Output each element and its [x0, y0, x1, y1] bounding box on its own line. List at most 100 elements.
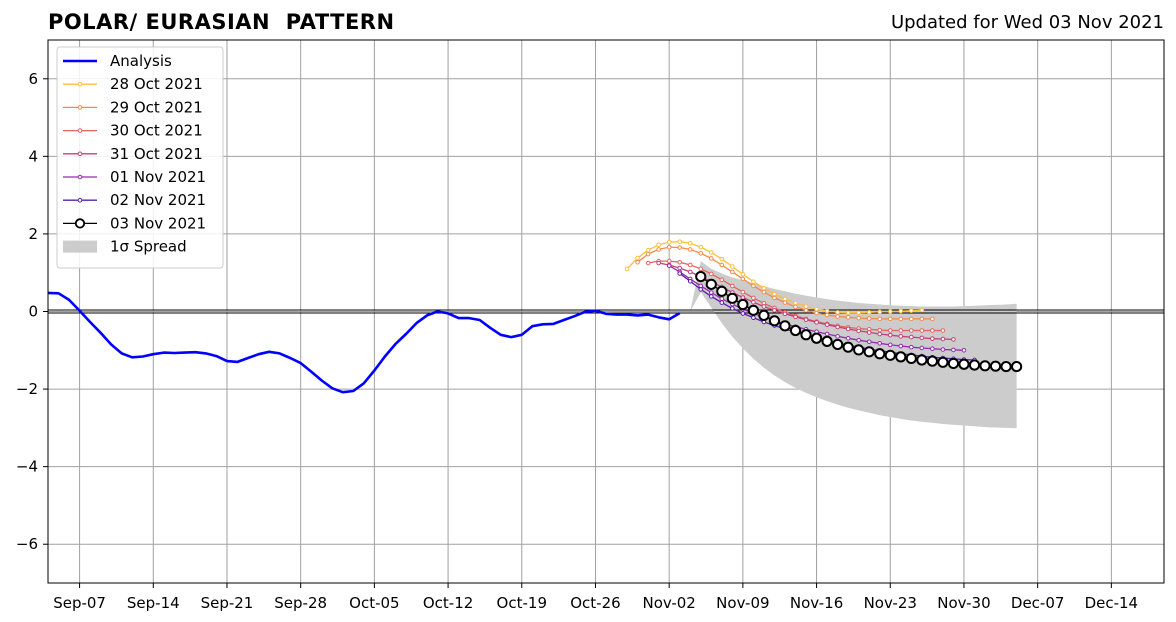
current-forecast-point — [726, 292, 738, 304]
forecast-point — [677, 245, 682, 250]
forecast-point — [677, 239, 682, 244]
x-tick-label: Nov-02 — [642, 594, 695, 612]
forecast-point — [824, 312, 830, 318]
current-forecast-point — [832, 338, 844, 351]
y-tick-label: 4 — [28, 147, 38, 165]
x-tick-label: Oct-12 — [423, 594, 473, 612]
legend-label: 29 Oct 2021 — [110, 98, 203, 116]
forecast-point — [666, 263, 672, 269]
forecast-point — [824, 331, 830, 337]
forecast-point — [782, 311, 788, 317]
legend-label: Analysis — [110, 52, 172, 70]
forecast-point — [708, 250, 714, 255]
x-tick-label: Oct-26 — [570, 594, 620, 612]
x-tick-label: Oct-19 — [497, 594, 547, 612]
forecast-point — [898, 316, 904, 322]
legend-swatch-marker — [77, 128, 83, 133]
current-forecast-point — [989, 360, 1002, 372]
forecast-point — [866, 309, 872, 315]
forecast-point — [866, 316, 872, 321]
current-forecast-point — [737, 298, 749, 311]
forecast-point — [803, 308, 809, 313]
forecast-point — [698, 287, 704, 292]
forecast-point — [698, 266, 704, 272]
current-forecast-point — [1011, 360, 1023, 373]
forecast-point — [803, 317, 809, 322]
forecast-point — [698, 251, 704, 256]
y-tick-label: 0 — [28, 303, 38, 321]
forecast-point — [687, 269, 693, 275]
forecast-point — [708, 256, 714, 261]
forecast-point — [845, 335, 851, 341]
forecast-point — [751, 315, 756, 321]
forecast-point — [624, 266, 630, 272]
forecast-point — [751, 299, 756, 305]
forecast-point — [919, 308, 925, 313]
forecast-point — [898, 328, 904, 333]
forecast-point — [835, 309, 840, 315]
y-tick-label: 2 — [28, 225, 38, 243]
y-tick-label: 6 — [28, 70, 38, 88]
forecast-point — [772, 295, 777, 301]
forecast-point — [898, 308, 904, 314]
forecast-point — [761, 304, 767, 309]
forecast-point — [761, 285, 767, 291]
legend-label: 02 Nov 2021 — [110, 191, 206, 209]
forecast-point — [751, 283, 756, 289]
forecast-point — [961, 347, 967, 353]
forecast-point — [677, 259, 682, 265]
forecast-point — [656, 247, 661, 252]
x-tick-label: Nov-30 — [937, 594, 990, 612]
current-forecast-point — [1000, 360, 1012, 373]
forecast-point — [782, 300, 788, 305]
x-tick-label: Sep-28 — [274, 594, 327, 612]
current-forecast-point — [926, 355, 938, 367]
forecast-point — [687, 247, 693, 252]
forecast-point — [719, 296, 725, 302]
forecast-point — [940, 336, 946, 342]
forecast-point — [793, 304, 798, 310]
current-forecast-point — [705, 278, 717, 290]
forecast-point — [909, 308, 914, 314]
x-tick-label: Sep-14 — [127, 594, 180, 612]
x-tick-label: Nov-23 — [864, 594, 917, 612]
forecast-point — [740, 289, 746, 295]
chart-title: POLAR/ EURASIAN PATTERN — [48, 10, 395, 34]
forecast-point — [824, 308, 830, 314]
forecast-point — [677, 265, 682, 271]
forecast-point — [930, 346, 935, 352]
current-forecast-point — [968, 359, 981, 371]
forecast-point — [666, 244, 672, 250]
forecast-point — [708, 271, 714, 277]
legend-swatch-marker — [77, 81, 83, 87]
forecast-point — [814, 306, 819, 312]
forecast-point — [845, 310, 851, 315]
current-forecast-point — [958, 358, 970, 370]
x-tick-label: Sep-07 — [53, 594, 106, 612]
current-forecast-point — [895, 351, 907, 363]
forecast-point — [940, 347, 946, 352]
forecast-point — [856, 337, 861, 343]
forecast-point — [740, 295, 746, 300]
current-forecast-point — [842, 341, 854, 353]
legend-label: 1σ Spread — [110, 238, 187, 256]
forecast-series-1 — [635, 244, 935, 322]
current-forecast-point — [979, 360, 991, 372]
forecast-point — [708, 294, 714, 299]
current-forecast-point — [747, 304, 759, 316]
forecast-point — [698, 244, 704, 250]
forecast-point — [635, 255, 640, 261]
forecast-point — [898, 334, 904, 339]
forecast-point — [793, 300, 798, 306]
forecast-point — [887, 342, 893, 348]
current-forecast-point — [905, 352, 917, 365]
forecast-point — [772, 291, 777, 297]
forecast-point — [930, 316, 935, 322]
x-tick-label: Sep-21 — [201, 594, 254, 612]
current-forecast-point — [810, 332, 823, 344]
forecast-point — [877, 331, 883, 337]
forecast-point — [845, 315, 851, 320]
forecast-point — [687, 240, 693, 246]
forecast-point — [919, 335, 925, 341]
forecast-point — [866, 330, 872, 335]
